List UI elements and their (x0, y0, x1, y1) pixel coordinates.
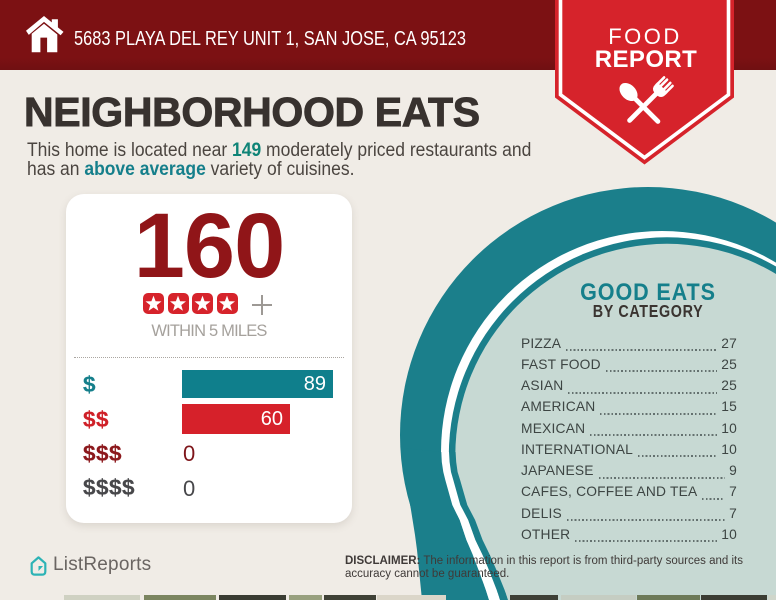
svg-text:REPORT: REPORT (595, 46, 697, 73)
svg-text:FOOD: FOOD (608, 24, 682, 49)
